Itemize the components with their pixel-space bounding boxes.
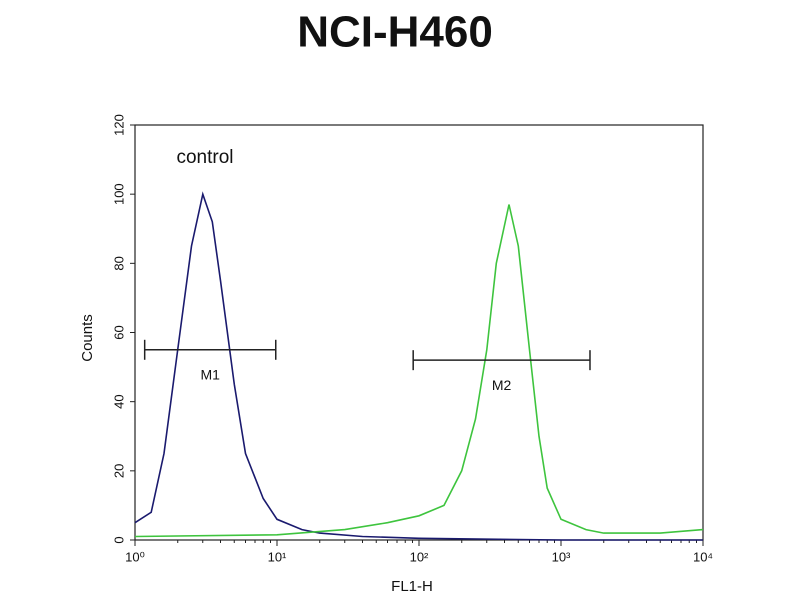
x-tick-label: 10² — [410, 549, 429, 564]
chart-title: NCI-H460 — [297, 8, 493, 57]
y-tick-label: 120 — [111, 114, 126, 136]
histogram-line — [134, 204, 704, 538]
x-tick-label: 10³ — [552, 549, 571, 564]
y-tick-label: 80 — [111, 256, 126, 270]
annotation: control — [176, 147, 233, 168]
plot-frame — [134, 124, 704, 541]
x-axis-label: FL1-H — [391, 578, 433, 595]
y-tick-label: 100 — [111, 183, 126, 205]
y-tick-label: 20 — [111, 464, 126, 478]
x-tick-label: 10⁴ — [693, 549, 713, 564]
x-tick-label: 10¹ — [268, 549, 287, 564]
y-tick-label: 60 — [111, 325, 126, 339]
histogram-line — [134, 191, 703, 541]
y-tick-label: 40 — [111, 394, 126, 408]
x-tick-label: 10⁰ — [125, 549, 145, 564]
marker-label: M2 — [492, 377, 512, 393]
y-axis-label: Counts — [79, 314, 96, 362]
y-tick-label: 0 — [111, 536, 126, 543]
marker-label: M1 — [200, 366, 220, 382]
